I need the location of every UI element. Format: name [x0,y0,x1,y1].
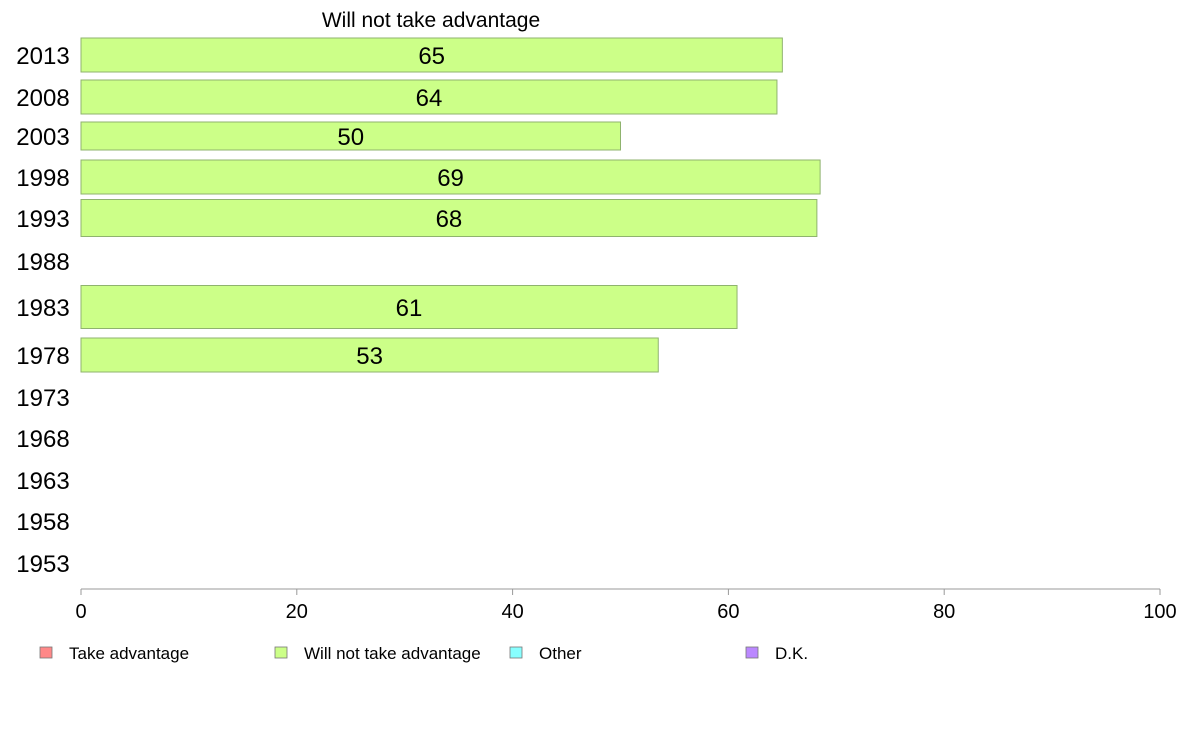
bars-layer: 65 64 50 69 68 61 53 [80,37,821,373]
legend-label: Will not take advantage [304,644,481,663]
legend-label: Take advantage [69,644,189,663]
data-label: 64 [416,85,443,112]
bar [80,79,778,115]
legend: Take advantage Will not take advantage Oth… [39,644,808,663]
bar [80,337,659,373]
legend-swatch [745,646,759,659]
category-label: 1963 [16,468,69,495]
bar [80,159,821,195]
bar [80,285,738,329]
x-tick-label: 40 [501,601,523,623]
x-tick-label: 20 [286,601,308,623]
category-label: 2003 [16,124,69,151]
data-label: 50 [337,124,364,151]
legend-label: D.K. [775,644,808,663]
category-label: 1993 [16,206,69,233]
category-label: 1953 [16,551,69,578]
category-label: 1988 [16,249,69,276]
data-label: 65 [418,43,445,70]
category-label: 1958 [16,509,69,536]
bar [80,121,621,151]
category-label: 2013 [16,43,69,70]
category-label: 1968 [16,426,69,453]
category-label: 1983 [16,295,69,322]
x-tick-label: 60 [717,601,739,623]
chart-title: Will not take advantage [322,9,540,32]
x-tick-label: 80 [933,601,955,623]
category-label: 1998 [16,165,69,192]
legend-swatch [509,646,523,659]
data-label: 69 [437,165,464,192]
x-tick-label: 100 [1143,601,1176,623]
category-labels: 2013 2008 2003 1998 1993 1988 1983 1978 1973 1968… [16,43,69,578]
legend-swatch [274,646,288,659]
category-label: 1978 [16,343,69,370]
x-axis: 0 20 40 60 80 100 [75,588,1177,623]
legend-swatch [39,646,53,659]
bar [80,37,783,73]
category-label: 1973 [16,385,69,412]
data-label: 61 [396,295,423,322]
category-label: 2008 [16,85,69,112]
legend-label: Other [539,644,582,663]
data-label: 68 [436,206,463,233]
data-label: 53 [356,343,383,370]
x-tick-label: 0 [75,601,86,623]
bar [80,199,818,237]
